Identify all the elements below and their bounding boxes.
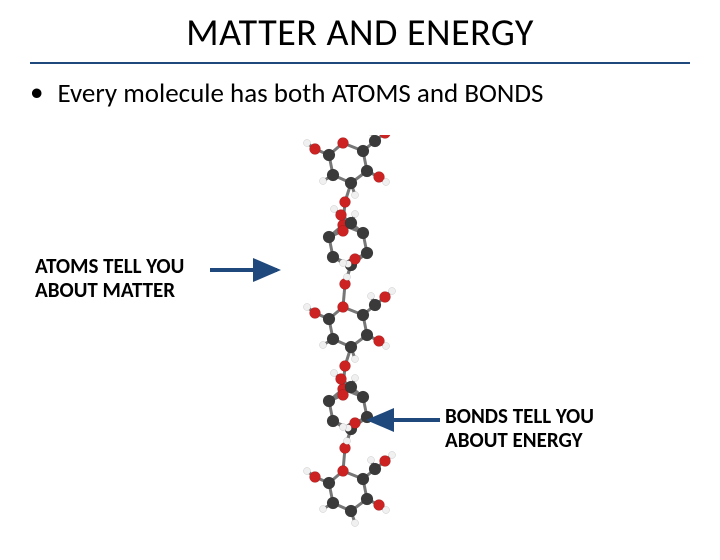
label-bonds-line2: ABOUT ENERGY — [445, 427, 583, 453]
label-atoms-line2: ABOUT MATTER — [35, 277, 175, 303]
label-bonds: BONDS TELL YOU ABOUT ENERGY — [445, 404, 594, 452]
label-atoms: ATOMS TELL YOU ABOUT MATTER — [35, 254, 184, 302]
label-bonds-line1: BONDS TELL YOU — [445, 403, 594, 429]
label-atoms-line1: ATOMS TELL YOU — [35, 253, 184, 279]
